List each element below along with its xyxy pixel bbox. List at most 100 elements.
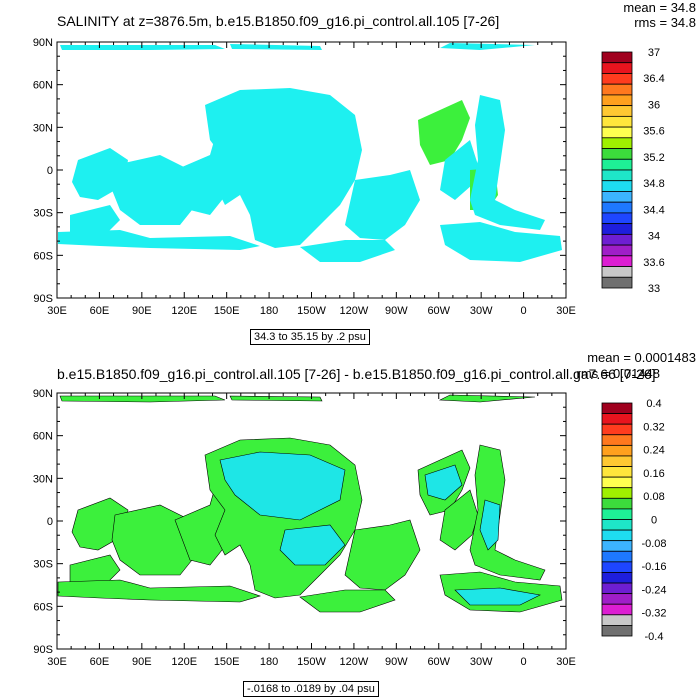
top-range-label: 34.3 to 35.15 by .2 psu [250,329,370,345]
bottom-region-south-strip [57,579,261,603]
lat-label: 90N [33,388,53,400]
lat-label: 60N [33,80,53,92]
bottom-region-se-pacific [299,589,396,613]
colorbar-swatch [601,126,633,139]
top-region-east-pacific [345,170,420,240]
lon-label: 150E [214,305,240,317]
colorbar-label: 33 [648,283,660,295]
lat-label: 30N [33,473,53,485]
lon-label: 0 [521,305,527,317]
colorbar-label: 35.6 [643,126,664,138]
colorbar-label: 34 [648,231,660,243]
bottom-region-atlantic-mid [439,489,479,551]
colorbar-swatch [601,550,633,563]
colorbar-swatch [601,148,633,160]
lon-label: 120W [340,656,369,668]
colorbar-label: 34.8 [643,178,664,190]
lon-label: 180 [260,656,278,668]
colorbar-swatch [601,540,633,552]
colorbar-swatch [601,519,633,531]
colorbar-label: 0.08 [643,491,664,503]
colorbar-swatch [601,276,633,289]
colorbar-swatch [601,137,633,149]
top-region-atlantic-east [470,95,545,230]
colorbar-swatch [601,266,633,278]
bottom-range-label: -.0168 to .0189 by .04 psu [243,681,379,697]
colorbar-swatch [601,244,633,257]
bottom-region-pacific-cyan-2 [279,524,346,566]
colorbar-swatch [601,51,633,64]
colorbar-swatch [601,572,633,584]
colorbar-label: 34.4 [643,204,664,216]
colorbar-label: -0.32 [641,608,666,620]
colorbar-label: 36.4 [643,73,664,85]
lon-label: 180 [260,305,278,317]
top-region-pacific [205,88,362,248]
colorbar-swatch [601,255,633,267]
top-region-south-strip [58,230,260,250]
colorbar-swatch [601,169,633,182]
colorbar-label: 0.4 [646,398,661,410]
top-plot-title: SALINITY at z=3876.5m, b.e15.B1850.f09_g… [57,13,500,29]
colorbar-swatch [601,233,633,246]
bottom-rms: rms = 0.01448 [576,366,660,381]
top-mean: mean = 34.8 [623,0,696,15]
colorbar-swatch [601,497,633,510]
lon-label: 60E [90,656,110,668]
colorbar-label: 35.2 [643,152,664,164]
bottom-plot-title: b.e15.B1850.f09_g16.pi_control.all.105 [… [57,366,656,382]
lon-label: 90E [132,656,152,668]
top-colorbar: 37 36.4 36 35.6 35.2 34.8 34.4 34 33.6 33 [601,47,665,295]
colorbar-swatch [601,423,633,436]
top-salinity-field [58,43,562,262]
colorbar-swatch [601,455,633,467]
lon-label: 90E [132,305,152,317]
bottom-mean: mean = 0.0001483 [587,350,696,365]
lat-label: 60S [33,250,53,262]
lat-label: 60N [33,431,53,443]
lon-label: 30E [47,656,67,668]
colorbar-swatch [601,614,633,626]
colorbar-swatch [601,413,633,425]
lon-label: 90W [385,656,408,668]
top-region-atlantic-north [418,100,470,165]
colorbar-swatch [601,529,633,542]
lon-label: 150W [297,305,326,317]
lon-label: 60W [427,305,450,317]
lat-label: 0 [47,165,53,177]
colorbar-swatch [601,201,633,214]
colorbar-swatch [601,94,633,107]
lon-label: 30E [47,305,67,317]
bottom-region-atlantic-cyan [424,464,463,501]
colorbar-swatch [601,73,633,85]
colorbar-swatch [601,582,633,595]
colorbar-swatch [601,444,633,457]
colorbar-label: 0.24 [643,445,664,457]
colorbar-label: 0 [651,515,657,527]
lat-label: 0 [47,516,53,528]
colorbar-label: -0.4 [645,631,664,643]
lon-label: 0 [521,656,527,668]
colorbar-swatch [601,402,633,414]
colorbar-label: 0.32 [643,421,664,433]
colorbar-swatch [601,434,633,446]
colorbar-label: -0.16 [641,561,666,573]
bottom-region-arctic [59,394,536,403]
colorbar-swatch [601,476,633,489]
lon-label: 60E [90,305,110,317]
lat-label: 90S [33,644,53,656]
colorbar-swatch [601,223,633,235]
top-region-south-atlantic [440,222,562,262]
colorbar-swatch [601,83,633,96]
colorbar-swatch [601,508,633,520]
colorbar-swatch [601,593,633,605]
colorbar-swatch [601,191,633,203]
lon-label: 30W [470,656,493,668]
colorbar-label: 37 [648,47,660,59]
top-region-se-pacific [300,240,395,262]
colorbar-swatch [601,180,633,192]
colorbar-swatch [601,212,633,225]
